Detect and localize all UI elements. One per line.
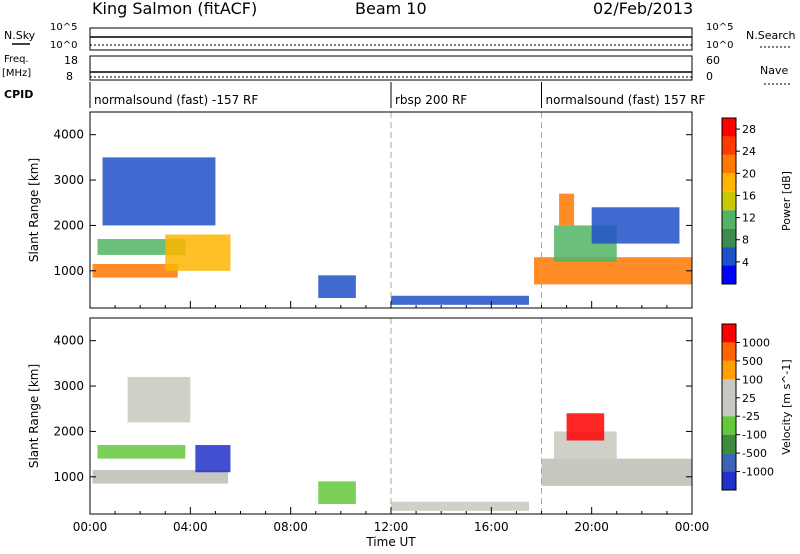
colorbar-cell [722,379,736,398]
colorbar-tick-label: 8 [742,234,749,247]
cpid-row: normalsound (fast) -157 RF rbsp 200 RF nor… [89,82,706,108]
station-title: King Salmon (fitACF) [92,0,257,18]
colorbar-label: Power [dB] [780,171,793,231]
colorbar-tick-label: 28 [742,123,756,136]
y-tick-label: 2000 [53,424,84,438]
y-axis-label: Slant Range [km] [27,158,41,262]
x-tick-label: 04:00 [173,520,208,534]
nsky-label: N.Sky [4,29,36,42]
x-tick-label: 16:00 [474,520,509,534]
summary-header: King Salmon (fitACF) Beam 10 02/Feb/2013 [92,0,693,18]
colorbar-cell [722,191,736,211]
x-tick-label: 00:00 [675,520,710,534]
colorbar-cell [722,228,736,248]
echo-region [97,445,186,459]
x-tick-label: 12:00 [374,520,409,534]
freq-panel [89,55,693,81]
colorbar-frame [721,117,737,285]
y-tick-label: 4000 [53,128,84,142]
nsky-tick-top: 10^5 [50,22,77,33]
echo-region [318,275,356,299]
colorbar-cell [722,453,736,472]
freq-label: Freq. [4,54,29,65]
freq-unit-label: [MHz] [2,68,31,79]
nsky-panel [89,27,693,51]
colorbar-tick-label: 25 [742,392,756,405]
y-tick-label: 3000 [53,173,84,187]
echo-region [97,239,186,255]
colorbar-cell [722,154,736,174]
x-axis-label: Time UT [365,535,416,549]
colorbar-tick-label: -1000 [742,466,774,479]
y-tick-label: 4000 [53,334,84,348]
colorbar-cell [722,136,736,155]
colorbar-label: Velocity [m s^-1] [780,359,793,454]
colorbar-cell [722,342,736,361]
beam-label: Beam 10 [355,0,427,18]
nave-tick-bottom: 0 [706,70,713,83]
nsearch-tick-bottom: 10^0 [706,40,733,51]
colorbar-cell [722,471,736,490]
echo-region [102,157,216,226]
colorbar-tick-label: 20 [742,167,756,180]
echo-region [391,501,529,511]
colorbar-tick-label: 16 [742,189,756,202]
colorbar-tick-label: 1000 [742,336,770,349]
y-tick-label: 3000 [53,379,84,393]
echo-region [391,295,529,305]
nsearch-label: N.Search [746,29,796,42]
colorbar-cell [722,360,736,380]
y-tick-label: 2000 [53,218,84,232]
nave-tick-top: 60 [706,54,720,67]
colorbar-cell [722,324,736,343]
cpid-label: CPID [4,88,33,101]
x-tick-label: 08:00 [273,520,308,534]
echo-region [566,413,605,441]
colorbar-tick-label: -100 [742,429,767,442]
power-panel: 1000 2000 3000 4000 Slant Range [km] 4 8 12 16 20… [27,111,793,309]
y-axis-label: Slant Range [km] [27,364,41,468]
colorbar-cell [722,265,736,284]
colorbar-tick-label: 100 [742,373,763,386]
colorbar-cell [722,247,736,266]
colorbar-cell [722,416,736,435]
colorbar-tick-label: 4 [742,256,749,269]
freq-tick-top: 18 [64,54,78,67]
echo-region [559,193,575,226]
cpid-segment-label: rbsp 200 RF [395,93,467,107]
nsearch-tick-top: 10^5 [706,22,733,33]
colorbar-cell [722,210,736,229]
colorbar-tick-label: -25 [742,410,760,423]
echo-region [541,458,692,486]
parameter-strips: N.Sky 10^5 10^0 10^5 10^0 N.Search Freq.… [2,22,796,101]
colorbar-cell [722,397,736,417]
colorbar-tick-label: 12 [742,212,756,225]
colorbar-cell [722,173,736,192]
echo-region [92,469,228,484]
echo-region [127,376,191,423]
nsky-tick-bottom: 10^0 [50,40,77,51]
echo-region [318,481,356,505]
cpid-segment-label: normalsound (fast) -157 RF [94,93,258,107]
cpid-segment-label: normalsound (fast) 157 RF [546,93,706,107]
colorbar-cell [722,434,736,454]
colorbar-cell [722,118,736,137]
x-tick-label: 00:00 [73,520,108,534]
echo-region [195,445,231,473]
echo-region [92,263,178,278]
colorbar-frame [721,323,737,491]
freq-tick-bottom: 8 [66,70,73,83]
velocity-panel: 1000 2000 3000 4000 00:00 04:00 08:00 12:00 16:0… [27,317,793,549]
echo-region [591,207,680,244]
colorbar-tick-label: 500 [742,355,763,368]
colorbar-tick-label: -500 [742,447,767,460]
colorbar-tick-label: 24 [742,145,756,158]
y-tick-label: 1000 [53,264,84,278]
nave-label: Nave [760,64,788,77]
date-label: 02/Feb/2013 [593,0,693,18]
y-tick-label: 1000 [53,470,84,484]
echo-region [165,234,231,271]
x-tick-label: 20:00 [574,520,609,534]
